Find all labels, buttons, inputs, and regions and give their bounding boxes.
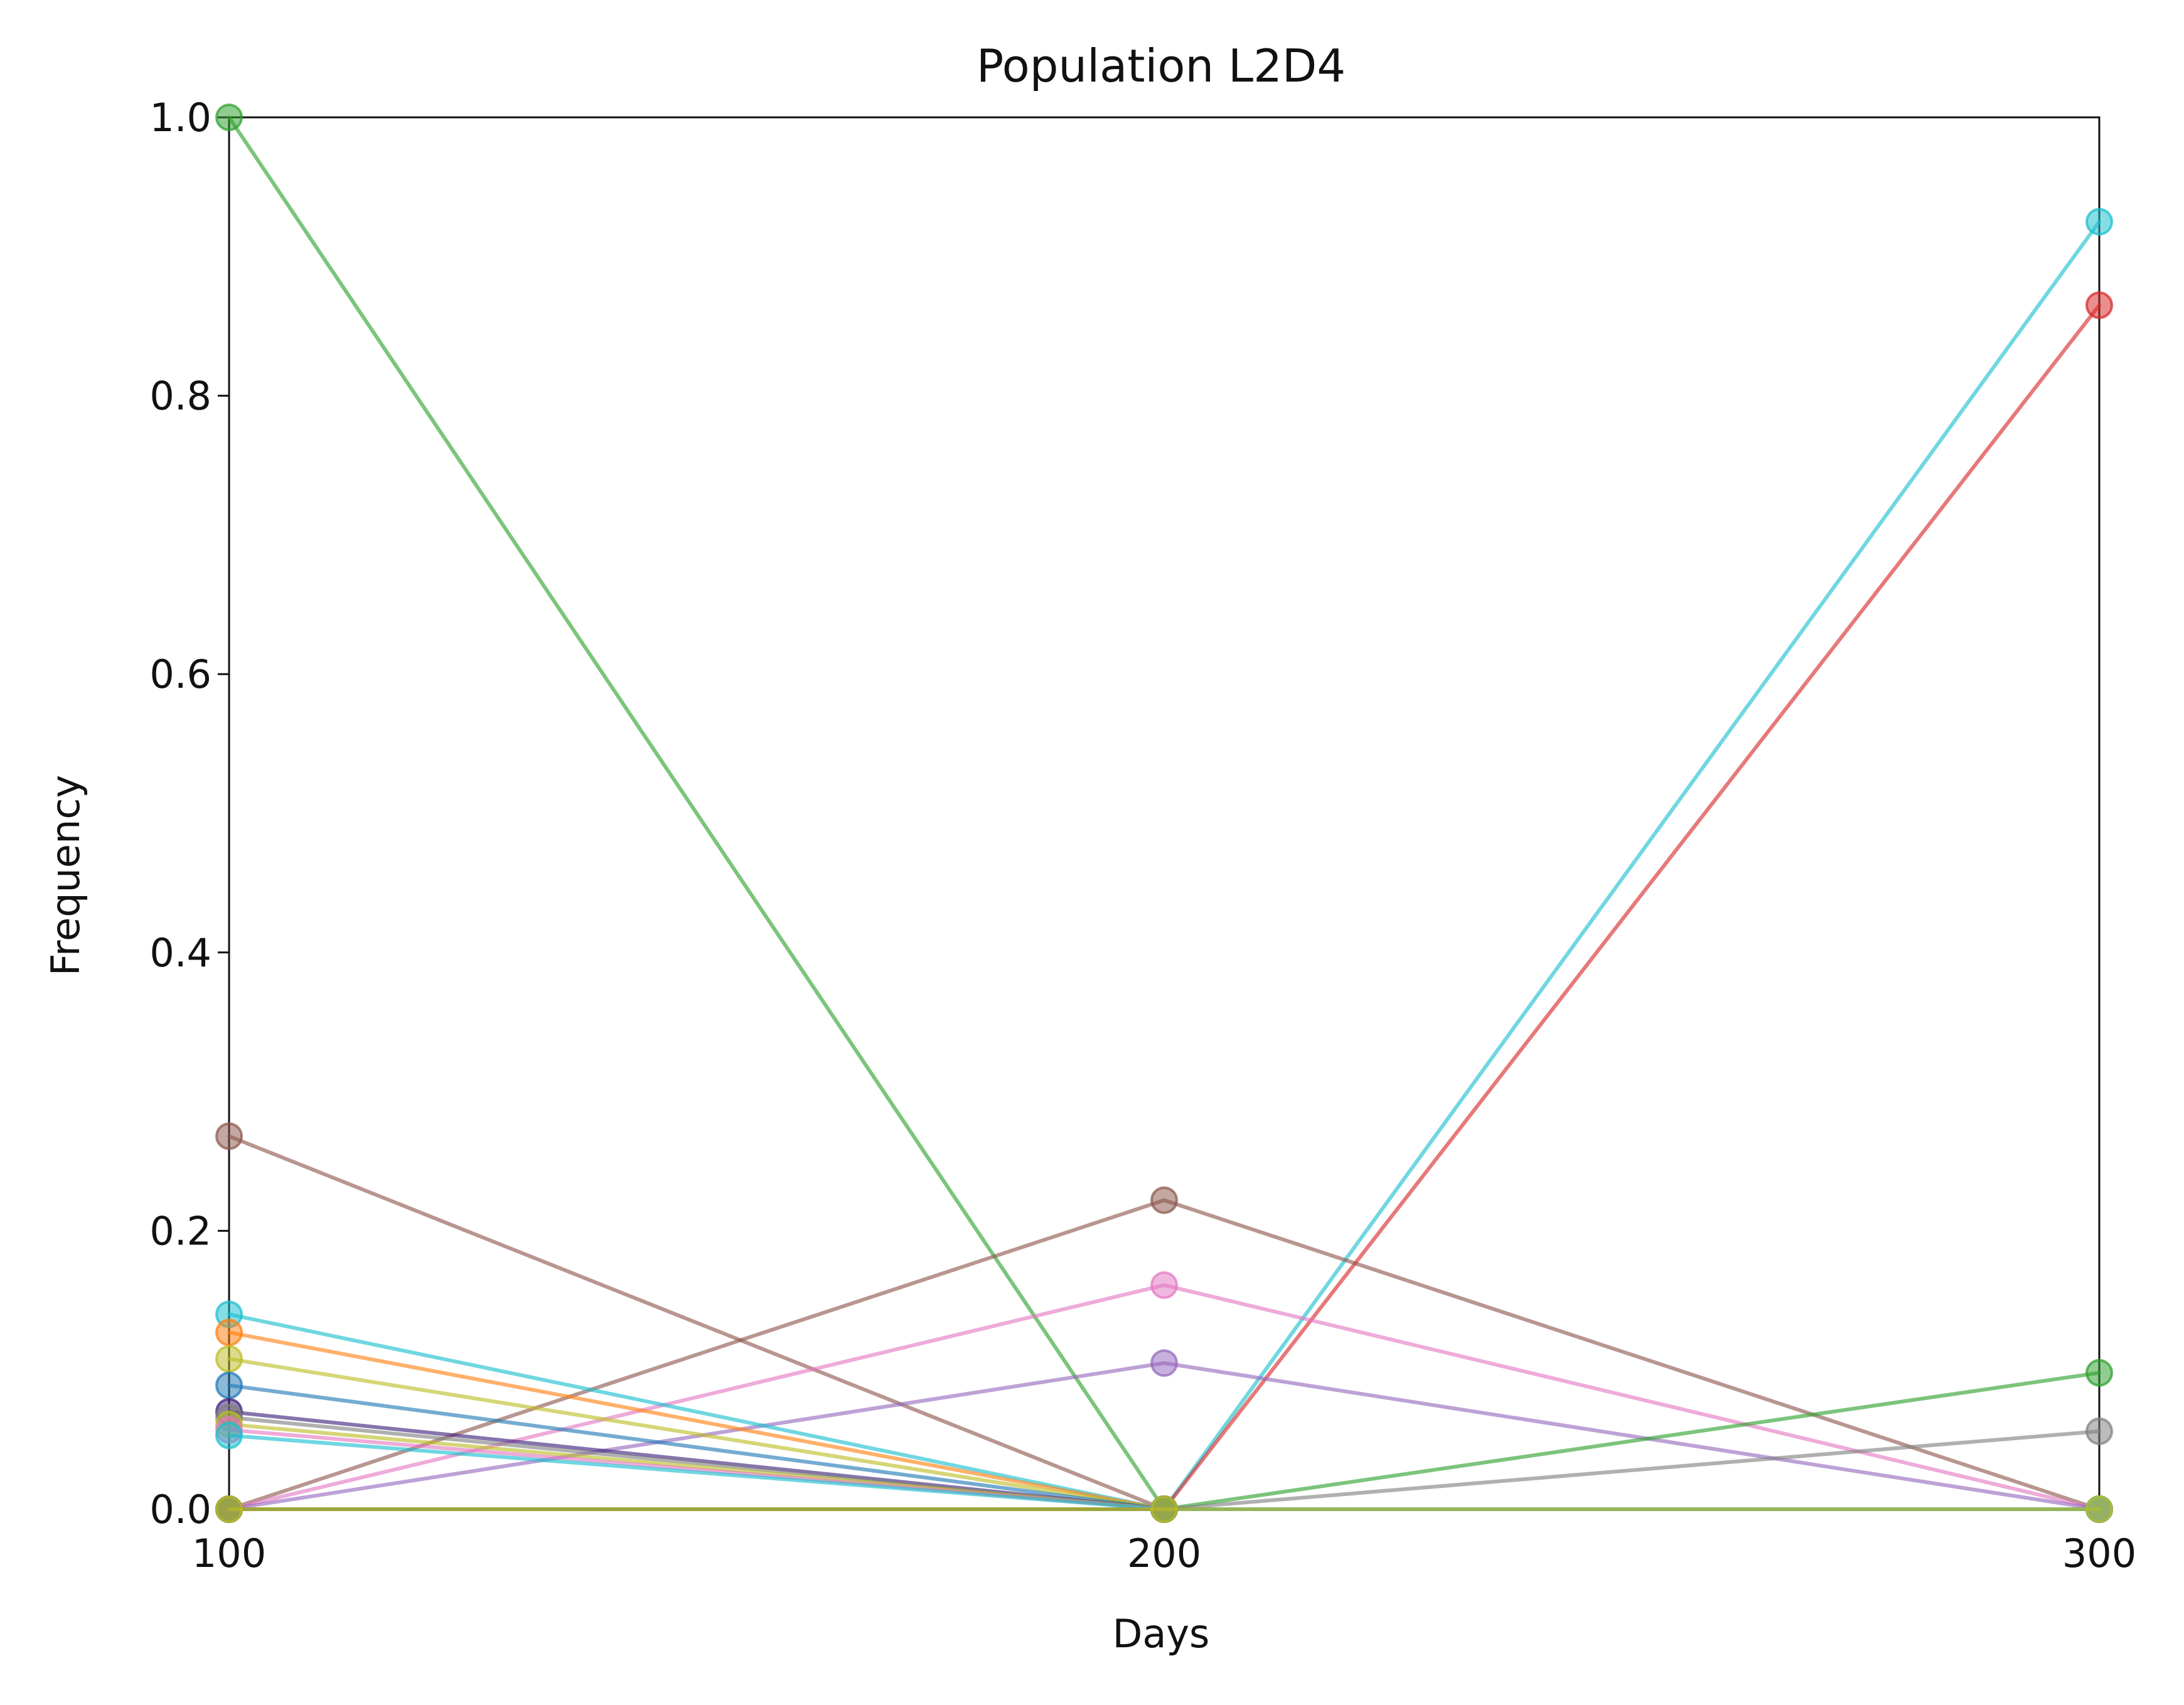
series-line bbox=[227, 303, 2101, 1511]
y-tick-label: 0.2 bbox=[149, 1208, 211, 1254]
series-point bbox=[2085, 1417, 2113, 1445]
series-point bbox=[1150, 1495, 1178, 1523]
series-point bbox=[215, 1371, 243, 1399]
x-axis-label: Days bbox=[1113, 1611, 1210, 1657]
y-axis-label: Frequency bbox=[43, 775, 88, 976]
y-tick-label: 0.8 bbox=[149, 373, 211, 419]
series-point bbox=[215, 1345, 243, 1373]
series-line bbox=[227, 1312, 2101, 1511]
series-point bbox=[2085, 208, 2113, 236]
chart-title: Population L2D4 bbox=[977, 40, 1346, 92]
series-point bbox=[1150, 1271, 1178, 1299]
series-point bbox=[215, 1122, 243, 1150]
x-tick-label: 200 bbox=[1127, 1531, 1201, 1576]
series-line bbox=[227, 1283, 2101, 1511]
y-tick-label: 0.4 bbox=[149, 930, 211, 976]
series-point bbox=[1150, 1186, 1178, 1214]
series-line bbox=[227, 115, 2101, 1511]
series-point bbox=[1150, 1349, 1178, 1377]
plot-frame bbox=[228, 116, 2101, 1510]
series-point bbox=[215, 104, 243, 131]
y-tick-label: 0.0 bbox=[149, 1487, 211, 1532]
series-line bbox=[227, 220, 2101, 1511]
x-tick-label: 100 bbox=[192, 1531, 266, 1576]
series-point bbox=[2085, 291, 2113, 319]
series-point bbox=[2085, 1495, 2113, 1523]
plot-area: 100 200 300 0.0 0.2 0.4 0.6 0.8 1.0 bbox=[149, 95, 2136, 1576]
series-point bbox=[2085, 1359, 2113, 1387]
series-line bbox=[227, 1409, 2101, 1511]
series-point bbox=[215, 1495, 243, 1523]
series-line bbox=[227, 1357, 2101, 1511]
series-point bbox=[215, 1318, 243, 1347]
y-tick-label: 0.6 bbox=[149, 651, 211, 697]
x-tick-label: 300 bbox=[2062, 1531, 2136, 1576]
series-point bbox=[215, 1421, 243, 1450]
y-tick-label: 1.0 bbox=[149, 95, 211, 141]
